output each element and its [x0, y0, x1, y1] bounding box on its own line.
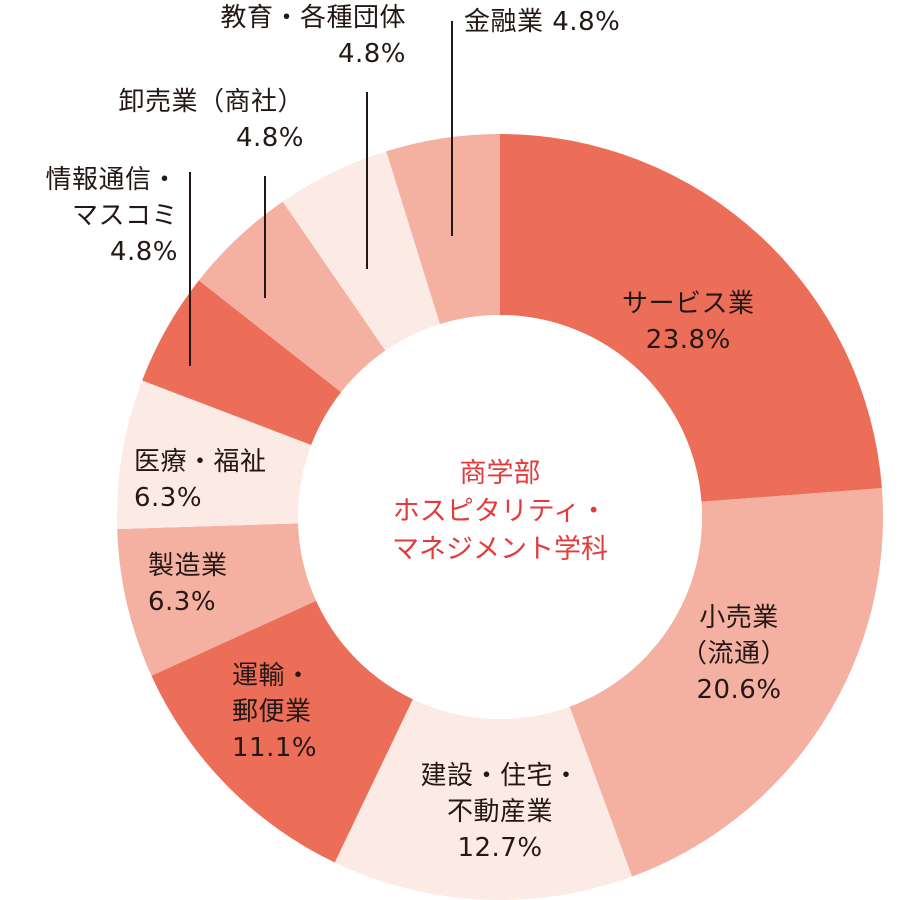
label-it-media: 情報通信・ マスコミ 4.8%: [45, 165, 178, 267]
label-construction: 建設・住宅・ 不動産業 12.7%: [420, 761, 580, 863]
label-finance: 金融業 4.8%: [464, 7, 621, 37]
slice-7: [198, 201, 386, 393]
slice-5: [117, 380, 312, 530]
center-title-line-1: 商学部: [459, 458, 541, 489]
label-transport: 運輸・ 郵便業 11.1%: [232, 661, 318, 763]
leader-line-finance: [451, 21, 453, 236]
donut-hole: [298, 315, 702, 719]
slice-8: [282, 151, 440, 351]
label-wholesale: 卸売業（商社） 4.8%: [118, 87, 304, 153]
slice-1: [569, 488, 883, 877]
center-title-line-3: マネジメント学科: [392, 534, 608, 565]
label-medical: 医療・福祉 6.3%: [134, 447, 267, 513]
center-title-line-2: ホスピタリティ・: [392, 496, 608, 527]
slice-6: [142, 280, 342, 446]
leader-line-wholesale: [264, 176, 266, 298]
slice-9: [386, 134, 500, 325]
label-service: サービス業 23.8%: [622, 289, 755, 355]
slice-3: [151, 600, 413, 863]
label-education: 教育・各種団体 4.8%: [220, 3, 406, 69]
leader-line-it-media: [189, 172, 191, 366]
slice-4: [117, 523, 317, 676]
chart-center-title: 商学部 ホスピタリティ・ マネジメント学科: [330, 455, 670, 569]
leader-line-education: [366, 92, 368, 269]
label-manufacturing: 製造業 6.3%: [148, 551, 228, 617]
slice-2: [334, 699, 632, 900]
slice-0: [500, 134, 882, 502]
label-retail: 小売業 （流通） 20.6%: [680, 603, 787, 705]
